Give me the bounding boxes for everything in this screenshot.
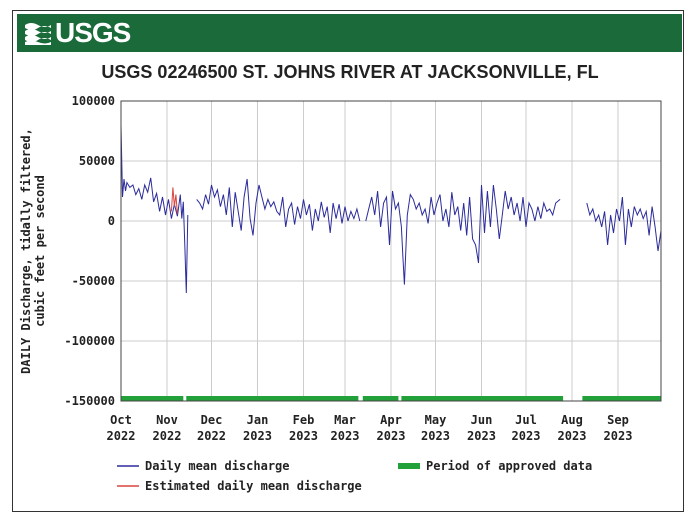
x-tick-month: Apr	[380, 413, 402, 427]
approved-period-bar	[362, 396, 399, 401]
x-tick-year: 2023	[604, 429, 633, 443]
x-tick-month: Jul	[515, 413, 537, 427]
x-tick-year: 2023	[377, 429, 406, 443]
approved-period-bar	[121, 396, 184, 401]
plot-area-border	[120, 100, 662, 402]
y-tick-label: -50000	[72, 274, 115, 288]
x-tick-month: Sep	[607, 413, 629, 427]
x-tick-year: 2023	[421, 429, 450, 443]
x-tick-year: 2023	[467, 429, 496, 443]
legend: Daily mean discharge Estimated daily mean…	[117, 459, 592, 493]
daily-series-line	[120, 124, 189, 294]
x-tick-month: Jun	[471, 413, 493, 427]
x-tick-month: Feb	[293, 413, 315, 427]
x-tick-month: Nov	[156, 413, 178, 427]
y-axis-label-line2: cubic feet per second	[33, 175, 47, 327]
x-tick-month: Oct	[110, 413, 132, 427]
x-tick-month: May	[425, 413, 447, 427]
daily-series-line	[586, 196, 662, 252]
x-tick-year: 2022	[197, 429, 226, 443]
approved-periods	[121, 396, 661, 401]
x-tick-year: 2023	[289, 429, 318, 443]
estimated-series-line	[170, 187, 178, 214]
usgs-logo-text: USGS	[55, 17, 131, 48]
daily-series-line	[196, 178, 361, 236]
y-tick-label: 50000	[79, 154, 115, 168]
x-tick-year: 2023	[512, 429, 541, 443]
x-tick-year: 2023	[558, 429, 587, 443]
y-tick-label: -100000	[64, 334, 115, 348]
grid	[120, 100, 661, 402]
approved-legend-label: Period of approved data	[426, 459, 592, 473]
approved-period-bar	[582, 396, 661, 401]
x-tick-month: Aug	[561, 413, 583, 427]
approved-period-bar	[401, 396, 564, 401]
series-lines	[120, 124, 662, 294]
daily-series-line	[365, 184, 561, 285]
usgs-wave-icon	[25, 23, 51, 45]
x-tick-year: 2022	[153, 429, 182, 443]
y-tick-labels: 100000 50000 0 -50000 -100000 -150000	[64, 94, 115, 408]
x-tick-month: Mar	[334, 413, 356, 427]
approved-legend-swatch	[398, 463, 420, 469]
y-tick-label: 0	[108, 214, 115, 228]
y-tick-label: -150000	[64, 394, 115, 408]
x-tick-month: Dec	[201, 413, 223, 427]
daily-legend-label: Daily mean discharge	[145, 459, 290, 473]
estimated-legend-label: Estimated daily mean discharge	[145, 479, 362, 493]
x-tick-year: 2023	[243, 429, 272, 443]
usgs-logo[interactable]: USGS	[25, 17, 131, 48]
x-tick-year: 2023	[331, 429, 360, 443]
chart-title: USGS 02246500 ST. JOHNS RIVER AT JACKSON…	[101, 62, 599, 82]
x-tick-month: Jan	[247, 413, 269, 427]
usgs-banner: USGS	[17, 14, 682, 52]
y-tick-label: 100000	[72, 94, 115, 108]
x-tick-labels: Oct 2022 Nov 2022 Dec 2022 Jan 2023 Feb 2023 Mar 20…	[107, 413, 633, 443]
approved-period-bar	[186, 396, 359, 401]
y-axis-label-line1: DAILY Discharge, tidally filtered,	[19, 128, 33, 374]
x-tick-year: 2022	[107, 429, 136, 443]
